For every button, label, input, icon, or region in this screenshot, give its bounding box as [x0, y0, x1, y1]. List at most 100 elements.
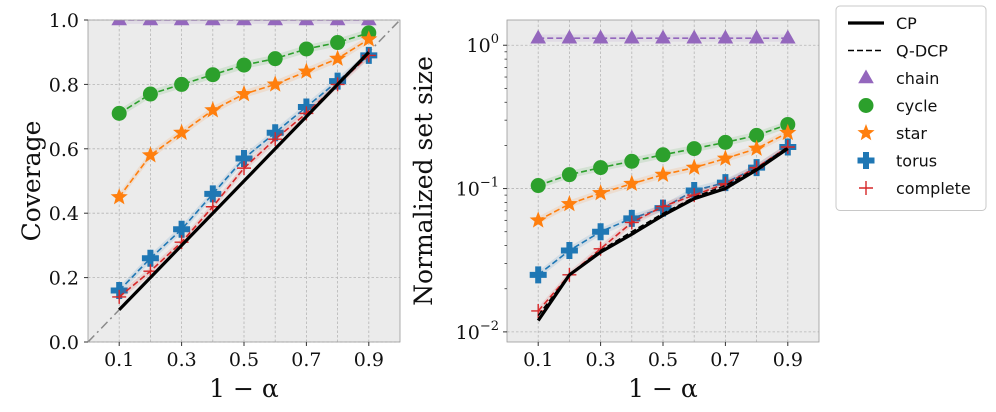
coverage-torus-point	[141, 249, 159, 267]
set-size-complete-point	[780, 139, 795, 154]
set-size-complete-point	[656, 199, 670, 214]
coverage-torus-point	[173, 220, 191, 238]
set-size-star-point	[623, 174, 641, 192]
coverage-y-tick-label: 0.2	[49, 268, 79, 290]
coverage-x-axis-label: 1 − α	[209, 374, 279, 403]
coverage-x-tick-label: 0.5	[229, 349, 259, 371]
legend-swatch	[858, 69, 874, 84]
legend-swatch	[857, 124, 875, 141]
set-size-x-axis-label: 1 − α	[628, 374, 698, 403]
set-size-star-point	[654, 165, 672, 182]
coverage-chain-point	[329, 20, 346, 26]
legend-swatch	[859, 181, 873, 195]
set-size-y-axis-label: Normalized set size	[409, 56, 438, 306]
coverage-chain-point	[142, 20, 159, 26]
set-size-x-tick-label: 0.7	[710, 349, 740, 371]
legend-label: complete	[896, 179, 971, 198]
set-size-chain-point	[779, 29, 796, 44]
set-size-star-point	[748, 139, 766, 156]
coverage-torus-point	[235, 149, 253, 167]
coverage-x-tick-label: 0.1	[104, 349, 134, 371]
set-size-y-tick-label: 10−1	[456, 176, 499, 201]
set-size-chain-points	[530, 29, 796, 44]
set-size-star-point	[716, 149, 734, 166]
set-size-star-line	[537, 132, 789, 222]
coverage-y-tick-label: 0.0	[49, 332, 79, 354]
coverage-chain-point	[360, 20, 377, 26]
legend-label: star	[896, 124, 927, 143]
set-size-cycle-point	[686, 141, 702, 157]
set-size-cycle-point	[655, 147, 671, 163]
set-size-grid	[507, 20, 819, 342]
legend-item-cp: CP	[848, 14, 917, 33]
set-size-cycle-point	[530, 178, 546, 194]
set-size-chain-point	[748, 29, 765, 44]
set-size-y-tick-label: 10−2	[456, 319, 499, 344]
coverage-y-tick-label: 0.6	[49, 139, 79, 161]
coverage-complete-point	[268, 132, 283, 147]
set-size-star-point	[592, 184, 610, 201]
set-size-cycle-point	[593, 160, 609, 176]
coverage-cycle-point	[205, 67, 221, 83]
coverage-star-point	[297, 62, 315, 79]
coverage-chain-point	[111, 20, 128, 26]
coverage-x-tick-label: 0.7	[291, 349, 321, 371]
legend: CP Q-DCP chain cycle star torus complete	[835, 5, 987, 211]
coverage-complete-point	[237, 161, 251, 176]
legend-swatch	[858, 98, 874, 113]
coverage-star-band	[119, 35, 369, 201]
set-size-Q-DCP-line	[537, 146, 789, 317]
coverage-cycle-points	[111, 25, 377, 121]
set-size-y-tick-label: 100	[467, 32, 499, 57]
coverage-chain-point	[298, 20, 315, 26]
coverage-star-point	[141, 146, 159, 163]
coverage-star-point	[204, 101, 222, 118]
set-size-chain-point	[623, 29, 640, 44]
set-size-x-tick-label: 0.5	[648, 349, 678, 371]
coverage-cycle-point	[267, 51, 283, 67]
set-size-chain-point	[592, 29, 609, 44]
set-size-star-points	[529, 123, 797, 228]
set-size-cycle-point	[749, 127, 765, 143]
coverage-y-tick-label: 1.0	[49, 10, 79, 32]
set-size-star-point	[529, 211, 547, 228]
set-size-star-point	[779, 123, 797, 141]
legend-swatch	[857, 152, 875, 169]
coverage-torus-point	[204, 185, 222, 203]
coverage-star-point	[235, 85, 253, 102]
set-size-cycle-point	[717, 134, 733, 150]
coverage-complete-point	[112, 289, 127, 304]
coverage-x-tick-label: 0.9	[354, 349, 384, 371]
coverage-cycle-point	[236, 57, 252, 73]
set-size-chain-point	[561, 29, 578, 44]
legend-item-cycle: cycle	[858, 97, 937, 116]
coverage-chain-point	[173, 20, 190, 26]
coverage-star-point	[173, 123, 191, 140]
legend-label: CP	[896, 14, 917, 33]
set-size-x-tick-label: 0.3	[585, 349, 615, 371]
set-size-cycle-points	[530, 116, 796, 194]
coverage-chain-points	[111, 20, 377, 26]
legend-item-complete: complete	[859, 179, 971, 198]
coverage-cycle-point	[298, 41, 314, 57]
set-size-chain-point	[530, 29, 547, 44]
legend-item-star: star	[857, 124, 927, 143]
legend-label: cycle	[896, 97, 937, 116]
set-size-chain-point	[686, 29, 703, 44]
legend-label: chain	[896, 69, 939, 88]
legend-label: Q-DCP	[896, 42, 948, 61]
set-size-star-point	[560, 195, 578, 212]
set-size-series-area	[529, 29, 797, 322]
set-size-star-point	[685, 158, 703, 175]
set-size-complete-point	[624, 215, 639, 230]
set-size-chain-point	[717, 29, 734, 44]
legend-item-q-dcp: Q-DCP	[848, 42, 948, 61]
set-size-x-tick-label: 0.1	[523, 349, 553, 371]
set-size-torus-point	[592, 223, 610, 241]
coverage-cycle-point	[174, 76, 190, 92]
coverage-x-tick-label: 0.3	[166, 349, 196, 371]
coverage-y-tick-label: 0.8	[49, 74, 79, 96]
legend-label: torus	[896, 152, 937, 171]
coverage-cycle-line	[118, 32, 370, 115]
